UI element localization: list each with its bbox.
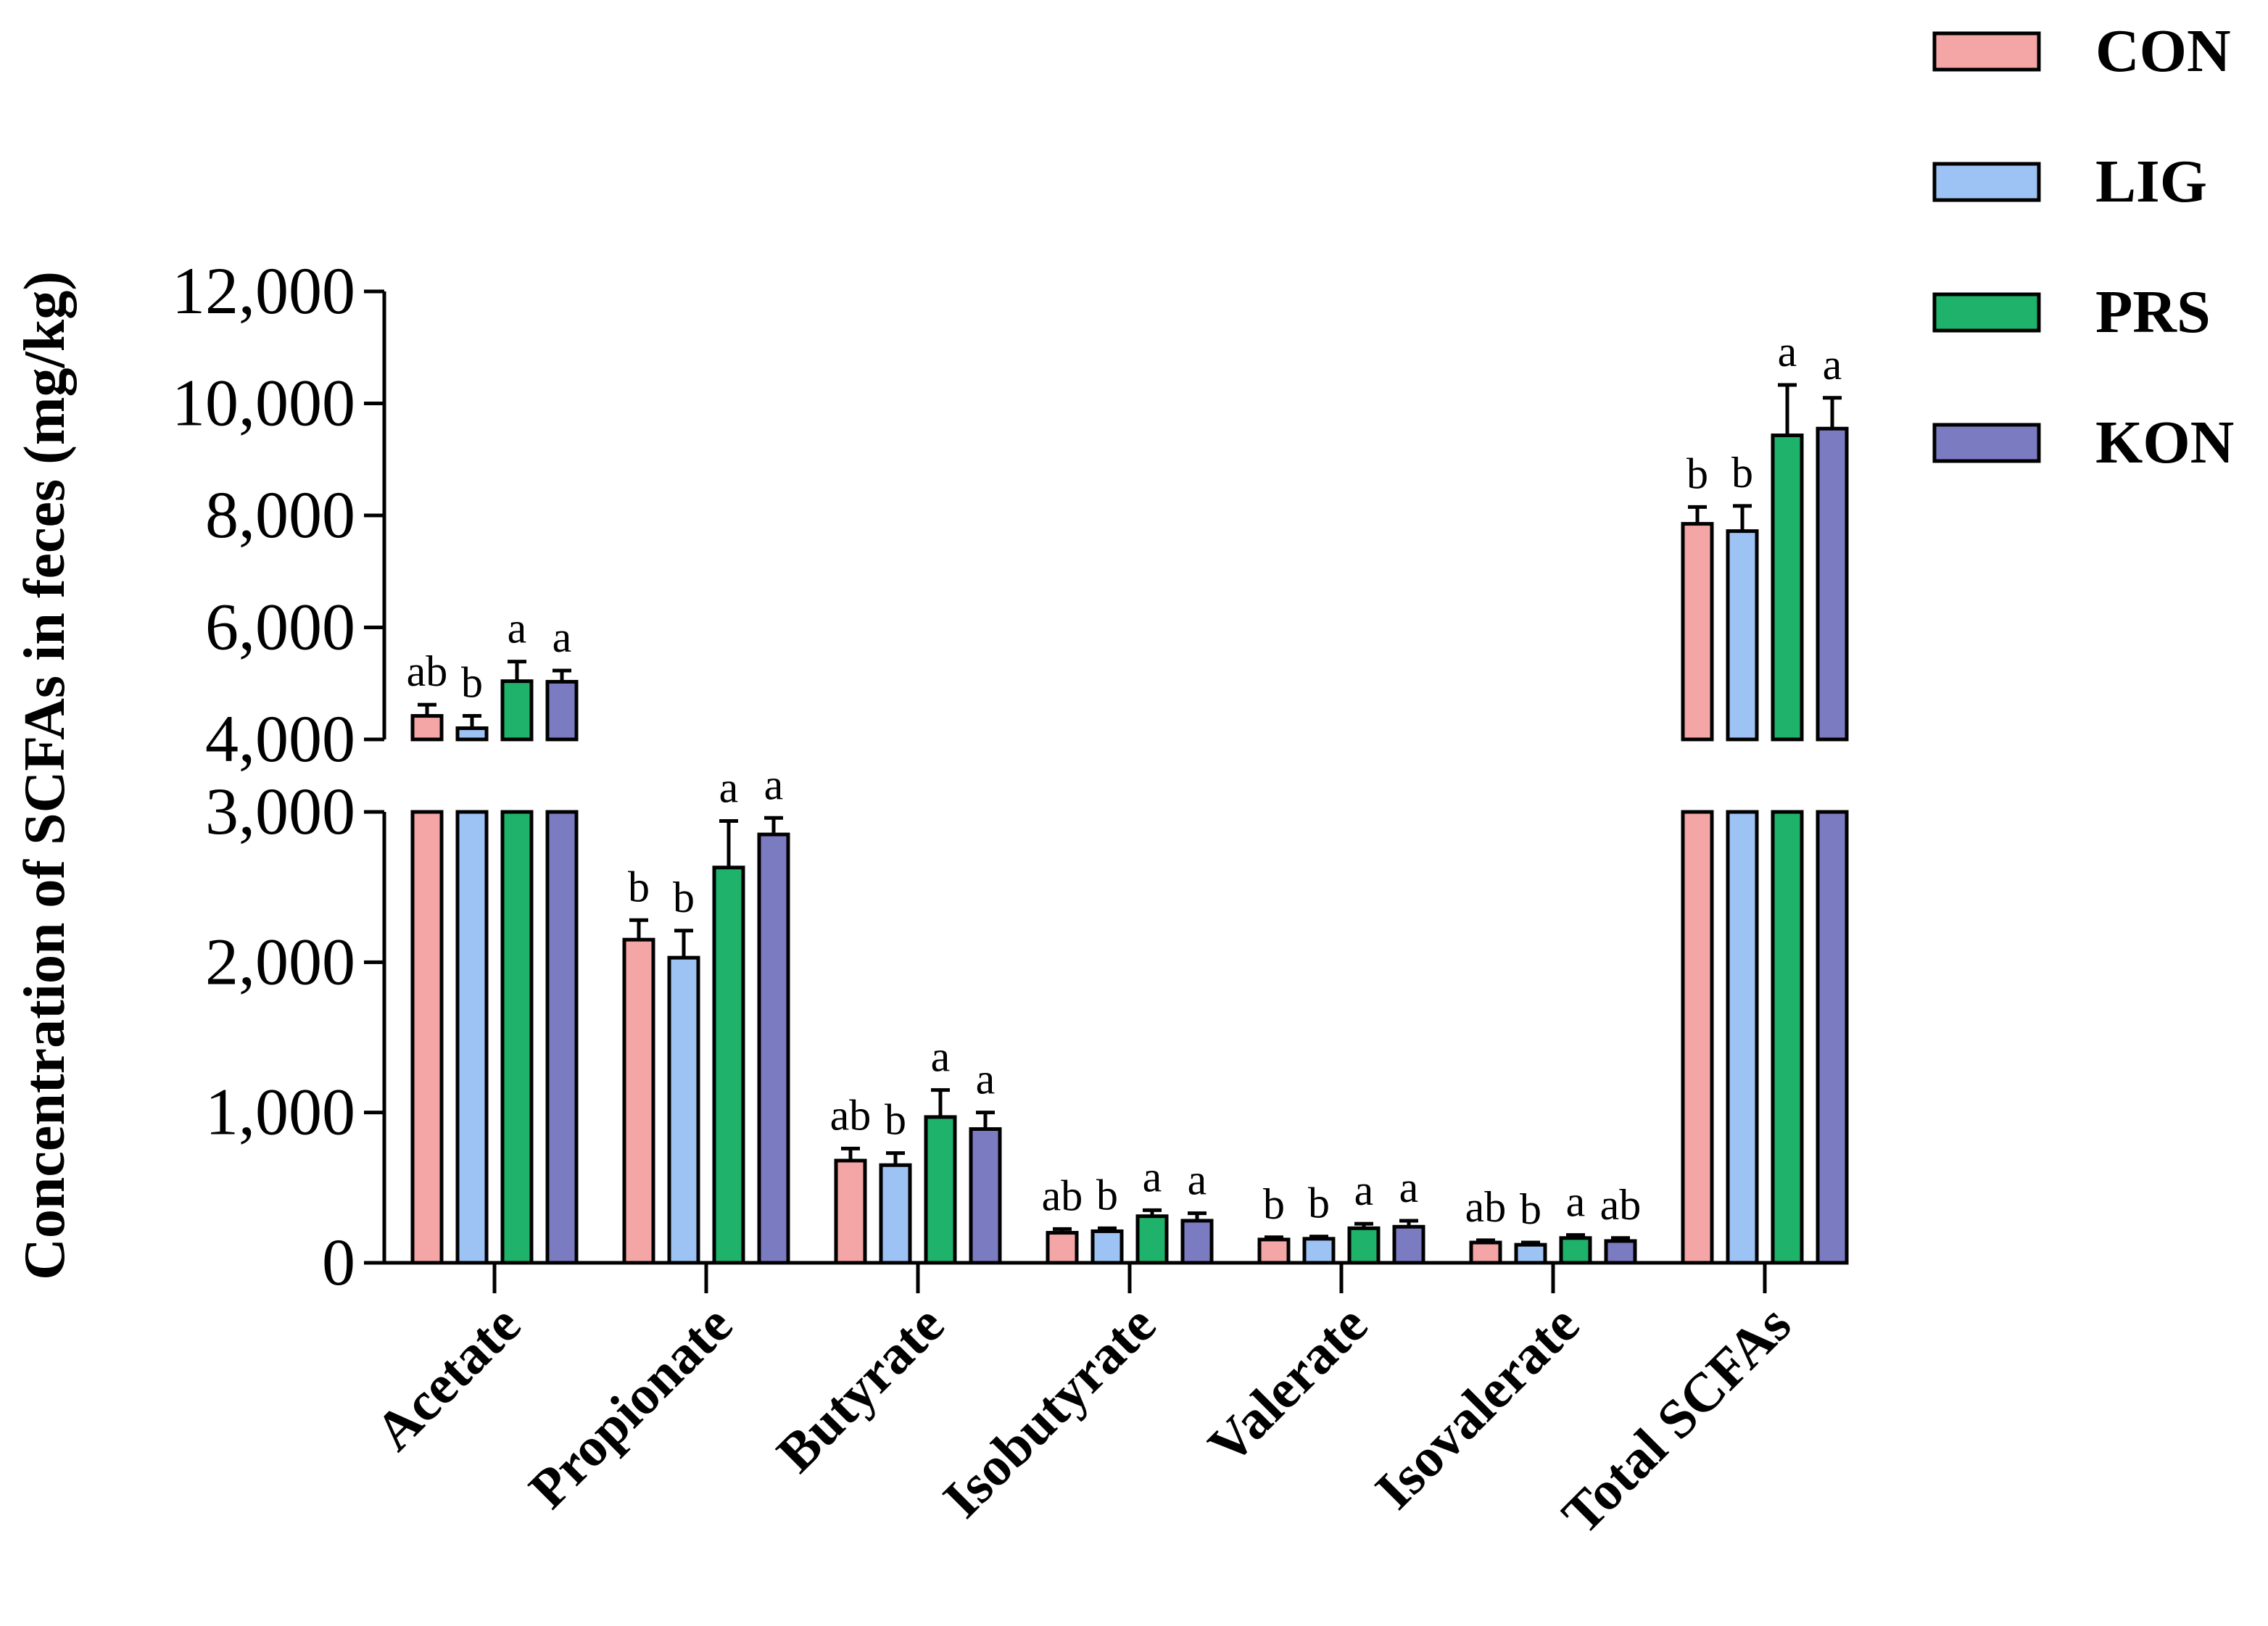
bar-con-upper <box>1681 522 1714 742</box>
bar-kon-upper <box>545 679 579 742</box>
significance-letter: b <box>885 1096 906 1144</box>
significance-letter: b <box>1686 449 1708 497</box>
y-tick-label: 2,000 <box>205 924 355 998</box>
significance-letter: a <box>1143 1153 1162 1200</box>
bar-prs <box>924 1115 957 1265</box>
significance-letter: a <box>1399 1163 1419 1211</box>
significance-letter: ab <box>407 647 448 695</box>
significance-letter: b <box>461 659 483 707</box>
bar-con <box>1681 810 1714 1265</box>
y-tick-label: 1,000 <box>205 1075 355 1149</box>
bar-con <box>1257 1237 1291 1265</box>
bar-prs <box>1135 1214 1169 1265</box>
bar-con <box>1469 1240 1502 1265</box>
significance-letter: b <box>673 874 695 921</box>
bar-lig-upper <box>1726 529 1759 742</box>
y-axis-label: Concentration of SCFAs in feces (mg/kg) <box>13 271 77 1280</box>
significance-letter: a <box>552 613 572 661</box>
legend-label-lig: LIG <box>2095 148 2207 215</box>
x-tick-label: Isobutyrate <box>932 1294 1167 1530</box>
x-tick-label: Valerate <box>1197 1294 1379 1476</box>
x-tick-label: Total SCFAs <box>1550 1294 1803 1546</box>
y-tick-label: 12,000 <box>172 254 355 328</box>
bar-prs <box>1771 810 1804 1265</box>
significance-letter: a <box>976 1055 996 1103</box>
legend-label-prs: PRS <box>2095 278 2211 346</box>
significance-letter: ab <box>1465 1183 1507 1231</box>
bar-kon <box>757 832 790 1265</box>
legend-label-con: CON <box>2095 17 2231 85</box>
legend-swatch-prs <box>1932 292 2041 333</box>
x-tick-label: Butyrate <box>766 1294 956 1484</box>
x-tick-label: Isovalerate <box>1364 1294 1591 1521</box>
significance-letter: ab <box>1600 1181 1642 1229</box>
significance-letter: b <box>1731 449 1753 497</box>
legend-swatch-kon <box>1932 423 2041 463</box>
bar-kon <box>1604 1239 1637 1265</box>
bars <box>410 383 1849 1265</box>
y-tick-label: 8,000 <box>205 478 355 552</box>
bar-prs <box>712 866 745 1265</box>
y-tick-label: 3,000 <box>205 774 355 848</box>
y-tick-label: 0 <box>322 1225 355 1299</box>
bar-prs-upper <box>500 679 534 742</box>
legend-swatch-con <box>1932 31 2041 72</box>
bar-kon <box>1816 810 1849 1265</box>
significance-letter: b <box>1520 1185 1541 1233</box>
significance-letter: b <box>628 863 650 911</box>
bar-con <box>834 1158 867 1265</box>
significance-letter: a <box>1778 328 1797 376</box>
bar-kon <box>545 810 579 1265</box>
bar-con-upper <box>410 714 444 742</box>
bar-lig <box>455 810 489 1265</box>
bar-con <box>410 810 444 1265</box>
significance-letter: a <box>508 605 527 652</box>
legend-label-kon: KON <box>2095 409 2234 476</box>
y-tick-label: 6,000 <box>205 590 355 664</box>
y-tick-label: 4,000 <box>205 702 355 776</box>
significance-letter: a <box>931 1033 951 1081</box>
legend: CON LIG PRS KON <box>1932 17 2234 476</box>
significance-letter: b <box>1308 1179 1330 1227</box>
y-tick-label: 10,000 <box>172 366 355 440</box>
bar-con <box>622 937 655 1265</box>
x-tick-label: Acetate <box>364 1294 532 1462</box>
bar-lig <box>1514 1243 1547 1265</box>
bar-con <box>1046 1231 1079 1265</box>
significance-letter: ab <box>830 1091 872 1139</box>
x-tick-label: Propionate <box>518 1294 744 1520</box>
significance-letter: a <box>1823 341 1842 389</box>
significance-letter: b <box>1263 1180 1285 1228</box>
bar-kon <box>1392 1224 1425 1265</box>
significance-letter: a <box>764 760 784 808</box>
bar-lig <box>667 955 700 1265</box>
bar-lig <box>879 1163 912 1265</box>
bar-lig <box>1726 810 1759 1265</box>
bar-kon <box>969 1127 1002 1265</box>
significance-letter: ab <box>1042 1171 1083 1219</box>
significance-letter: a <box>1188 1156 1207 1204</box>
significance-letter: a <box>719 763 739 811</box>
bar-kon-upper <box>1816 426 1849 742</box>
bar-lig-upper <box>455 726 489 742</box>
bar-lig <box>1302 1237 1336 1265</box>
bar-prs <box>1347 1226 1381 1265</box>
bar-kon <box>1180 1219 1214 1265</box>
bar-lig <box>1090 1229 1124 1265</box>
significance-letter: b <box>1096 1171 1118 1219</box>
significance-letter: a <box>1354 1166 1374 1214</box>
legend-swatch-lig <box>1932 162 2041 202</box>
bar-prs <box>500 810 534 1265</box>
bar-prs-upper <box>1771 434 1804 742</box>
significance-letter: a <box>1566 1178 1586 1226</box>
bar-prs <box>1559 1236 1592 1265</box>
